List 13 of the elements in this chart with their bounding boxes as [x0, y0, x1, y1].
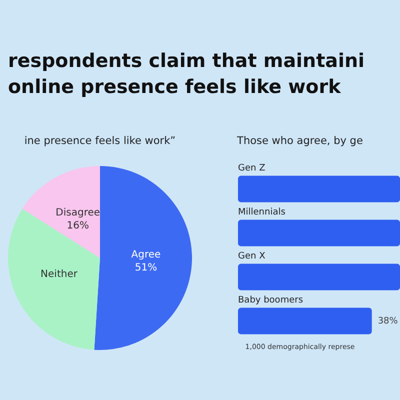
slice-label: Neither: [40, 268, 78, 280]
category-label: Gen X: [238, 252, 266, 262]
chart-title: respondents claim that maintaini online presence feels like work: [8, 49, 366, 100]
chart-title: Those who agree, by ge: [236, 135, 364, 149]
data-label: 16%: [66, 220, 89, 232]
chart-subtitle: ine presence feels like work”: [23, 135, 177, 149]
category-label: Baby boomers: [238, 296, 304, 306]
data-label: 51%: [134, 262, 158, 274]
slice-label: Agree: [131, 249, 161, 260]
category-label: Gen Z: [238, 164, 266, 174]
slice-label: Disagree: [56, 208, 100, 219]
category-label: Millennials: [238, 208, 286, 218]
data-label: 38%: [378, 316, 398, 326]
